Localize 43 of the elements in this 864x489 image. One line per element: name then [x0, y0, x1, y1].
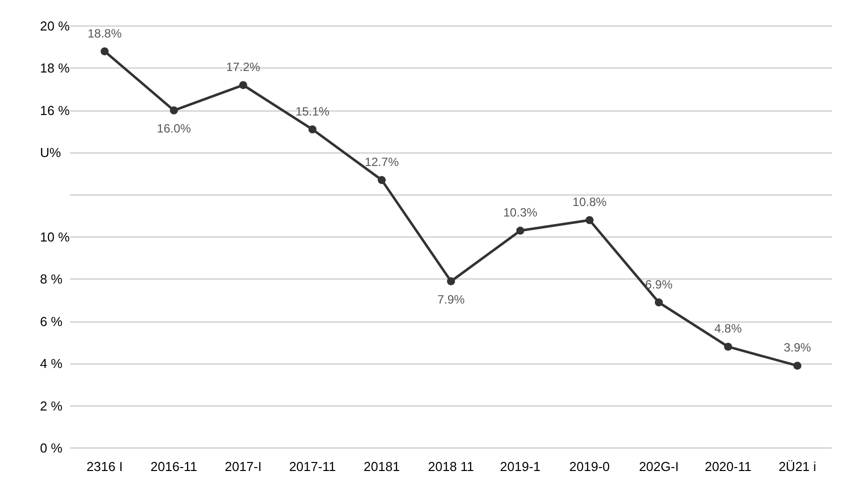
y-tick-label: 10 % [40, 230, 70, 244]
y-tick-label: 0 % [40, 440, 63, 456]
x-tick-label: 2020-11 [704, 459, 752, 474]
data-label: 18.8% [88, 26, 122, 40]
y-tick-label: 8 % [40, 272, 63, 287]
data-label: 7.9% [437, 292, 465, 306]
x-tick-label: 2017-I [224, 459, 262, 474]
point [239, 81, 248, 90]
point [724, 342, 732, 351]
y-tick-label: U% [40, 145, 62, 160]
point [170, 106, 178, 114]
data-label: 16.0% [156, 121, 192, 136]
y-tick-label: 16 % [40, 102, 70, 118]
data-label: 12.7% [364, 155, 400, 170]
y-tick-label: 18 % [40, 60, 70, 76]
x-tick-label: 2016-11 [150, 459, 198, 474]
data-label: 3.9% [784, 340, 812, 355]
point [378, 176, 386, 184]
point [586, 216, 594, 224]
x-tick-label: 2018 11 [428, 459, 474, 474]
y-tick-label: 4 % [40, 356, 63, 372]
data-label: 17.2% [226, 60, 261, 74]
point [308, 125, 316, 134]
point [793, 362, 802, 370]
data-label: 10.8% [572, 195, 607, 210]
data-label: 15.1% [295, 104, 330, 118]
point [447, 277, 455, 286]
y-tick-label: 6 % [40, 314, 63, 329]
data-label: 10.3% [503, 206, 538, 220]
point [654, 298, 663, 306]
point [100, 47, 109, 56]
data-label: 4.8% [714, 322, 742, 336]
x-tick-label: 2017-11 [289, 459, 336, 474]
y-tick-label: 2 % [40, 398, 63, 414]
data-label: 6.9% [645, 277, 673, 292]
x-tick-label: 2316 I [86, 459, 123, 474]
y-tick-label: 20 % [40, 18, 70, 34]
x-tick-label: 2019-1 [500, 459, 541, 474]
x-tick-label: 202G-I [638, 459, 679, 474]
x-tick-label: 2Ü21 i [778, 459, 816, 474]
x-tick-label: 2019-0 [569, 459, 610, 474]
x-tick-label: 20181 [364, 459, 400, 474]
point [516, 226, 524, 235]
